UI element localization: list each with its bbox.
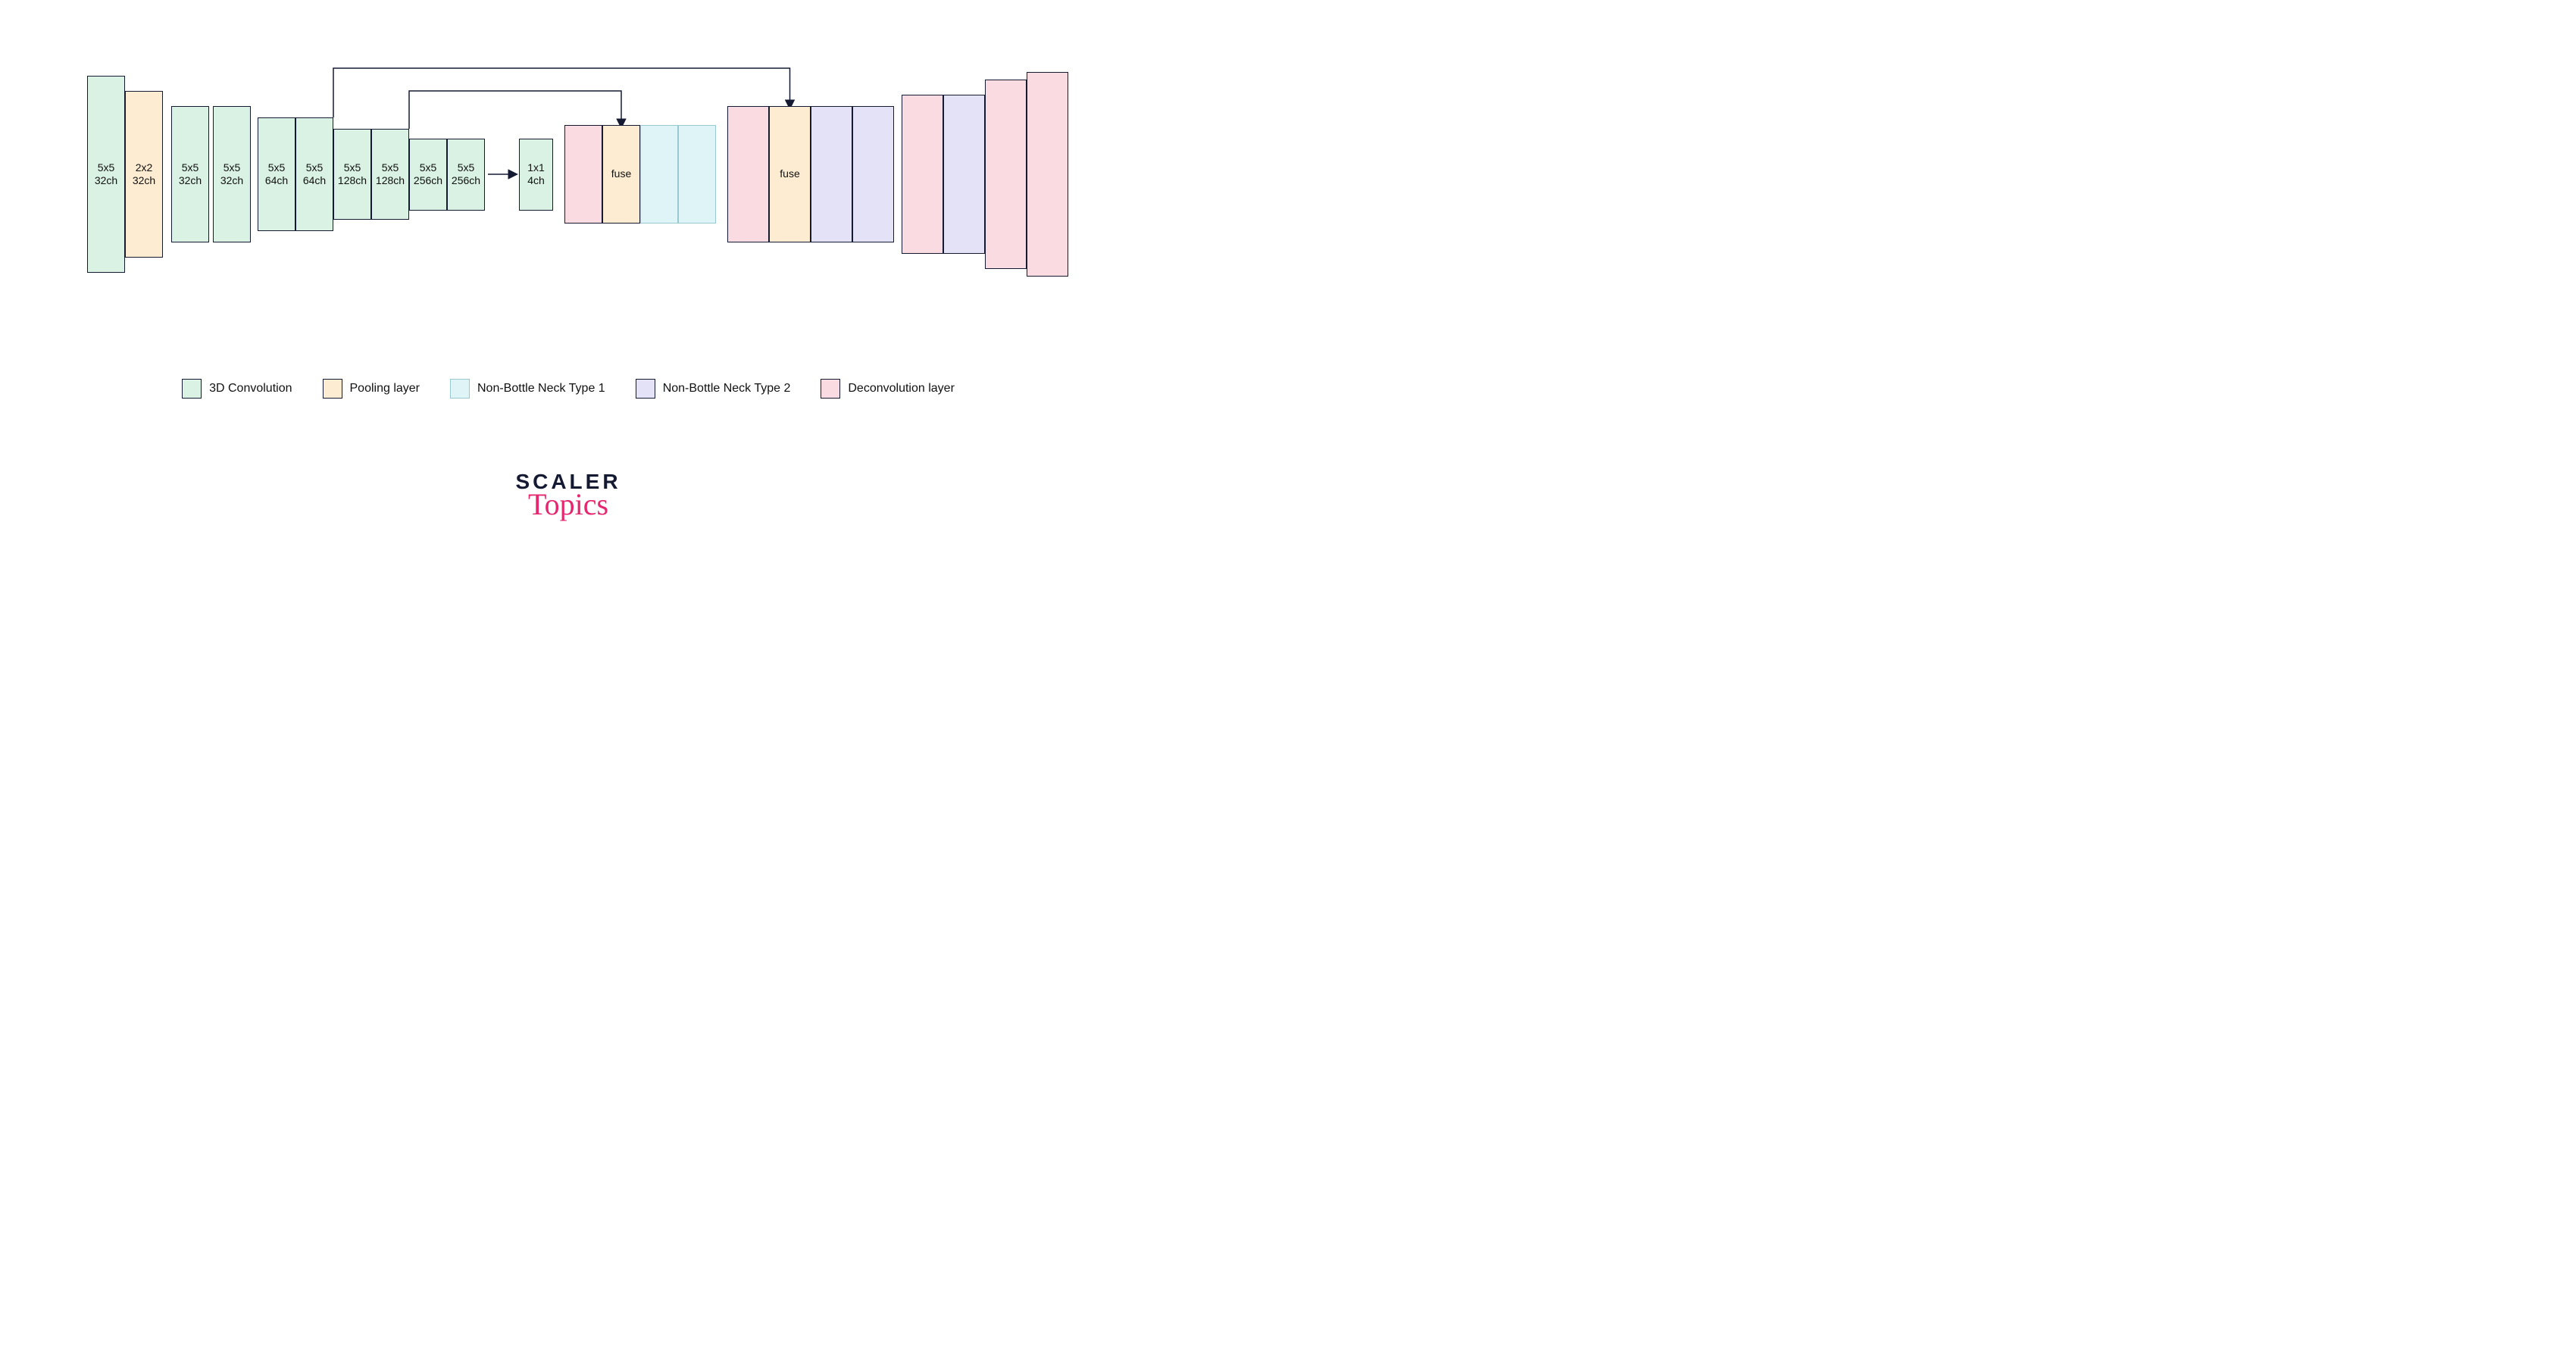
block-nb1a bbox=[640, 125, 678, 224]
block-fuse1: fuse bbox=[602, 125, 640, 224]
block-conv3a: 5x564ch bbox=[258, 117, 295, 231]
block-label-line2: 32ch bbox=[95, 174, 117, 188]
block-label-line2: 256ch bbox=[452, 174, 480, 188]
logo: SCALER Topics bbox=[0, 470, 1136, 525]
architecture-diagram: 5x532ch2x232ch5x532ch5x532ch5x564ch5x564… bbox=[0, 45, 1136, 288]
block-label-line1: 5x5 bbox=[182, 161, 199, 175]
block-label-line1: fuse bbox=[780, 167, 799, 181]
block-dec3a bbox=[902, 95, 943, 254]
block-label-line2: 128ch bbox=[376, 174, 405, 188]
block-conv1x1: 1x14ch bbox=[519, 139, 553, 211]
block-label-line2: 32ch bbox=[133, 174, 155, 188]
legend-swatch bbox=[182, 379, 202, 399]
block-conv4b: 5x5128ch bbox=[371, 129, 409, 220]
block-fuse2: fuse bbox=[769, 106, 811, 242]
block-label-line1: 5x5 bbox=[224, 161, 241, 175]
block-conv5a: 5x5256ch bbox=[409, 139, 447, 211]
legend-label: Non-Bottle Neck Type 2 bbox=[663, 382, 791, 395]
block-label-line1: 5x5 bbox=[98, 161, 115, 175]
block-label-line1: fuse bbox=[611, 167, 631, 181]
legend-item-conv: 3D Convolution bbox=[182, 379, 292, 399]
block-nb2a bbox=[811, 106, 852, 242]
block-dec4b bbox=[1027, 72, 1068, 277]
block-pool1: 2x232ch bbox=[125, 91, 163, 258]
block-label-line1: 5x5 bbox=[268, 161, 286, 175]
block-dec4a bbox=[985, 80, 1027, 269]
legend-swatch bbox=[323, 379, 342, 399]
block-label-line2: 128ch bbox=[338, 174, 367, 188]
block-label-line2: 64ch bbox=[303, 174, 326, 188]
block-conv1: 5x532ch bbox=[87, 76, 125, 273]
legend-item-pool: Pooling layer bbox=[323, 379, 420, 399]
block-dec1 bbox=[564, 125, 602, 224]
block-conv4a: 5x5128ch bbox=[333, 129, 371, 220]
block-label-line2: 32ch bbox=[220, 174, 243, 188]
block-conv2a: 5x532ch bbox=[171, 106, 209, 242]
block-conv3b: 5x564ch bbox=[295, 117, 333, 231]
logo-line2: Topics bbox=[528, 486, 608, 522]
block-label-line1: 5x5 bbox=[306, 161, 324, 175]
block-label-line1: 5x5 bbox=[458, 161, 475, 175]
block-nb2b bbox=[852, 106, 894, 242]
block-label-line1: 5x5 bbox=[344, 161, 361, 175]
block-label-line1: 2x2 bbox=[136, 161, 153, 175]
legend-item-deconv: Deconvolution layer bbox=[821, 379, 955, 399]
block-conv5b: 5x5256ch bbox=[447, 139, 485, 211]
legend-label: 3D Convolution bbox=[209, 382, 292, 395]
block-label-line1: 5x5 bbox=[382, 161, 399, 175]
block-dec2 bbox=[727, 106, 769, 242]
block-label-line2: 4ch bbox=[527, 174, 545, 188]
legend-item-nb1: Non-Bottle Neck Type 1 bbox=[450, 379, 605, 399]
legend-label: Deconvolution layer bbox=[848, 382, 955, 395]
block-nb1b bbox=[678, 125, 716, 224]
legend-swatch bbox=[821, 379, 840, 399]
block-label-line2: 32ch bbox=[179, 174, 202, 188]
legend-item-nb2: Non-Bottle Neck Type 2 bbox=[636, 379, 791, 399]
block-nb3 bbox=[943, 95, 985, 254]
block-conv2b: 5x532ch bbox=[213, 106, 251, 242]
legend-label: Pooling layer bbox=[350, 382, 420, 395]
legend-label: Non-Bottle Neck Type 1 bbox=[477, 382, 605, 395]
block-label-line2: 256ch bbox=[414, 174, 442, 188]
legend: 3D Convolution Pooling layer Non-Bottle Ne… bbox=[0, 379, 1136, 399]
legend-swatch bbox=[636, 379, 655, 399]
block-label-line2: 64ch bbox=[265, 174, 288, 188]
block-label-line1: 5x5 bbox=[420, 161, 437, 175]
block-label-line1: 1x1 bbox=[527, 161, 545, 175]
legend-swatch bbox=[450, 379, 470, 399]
